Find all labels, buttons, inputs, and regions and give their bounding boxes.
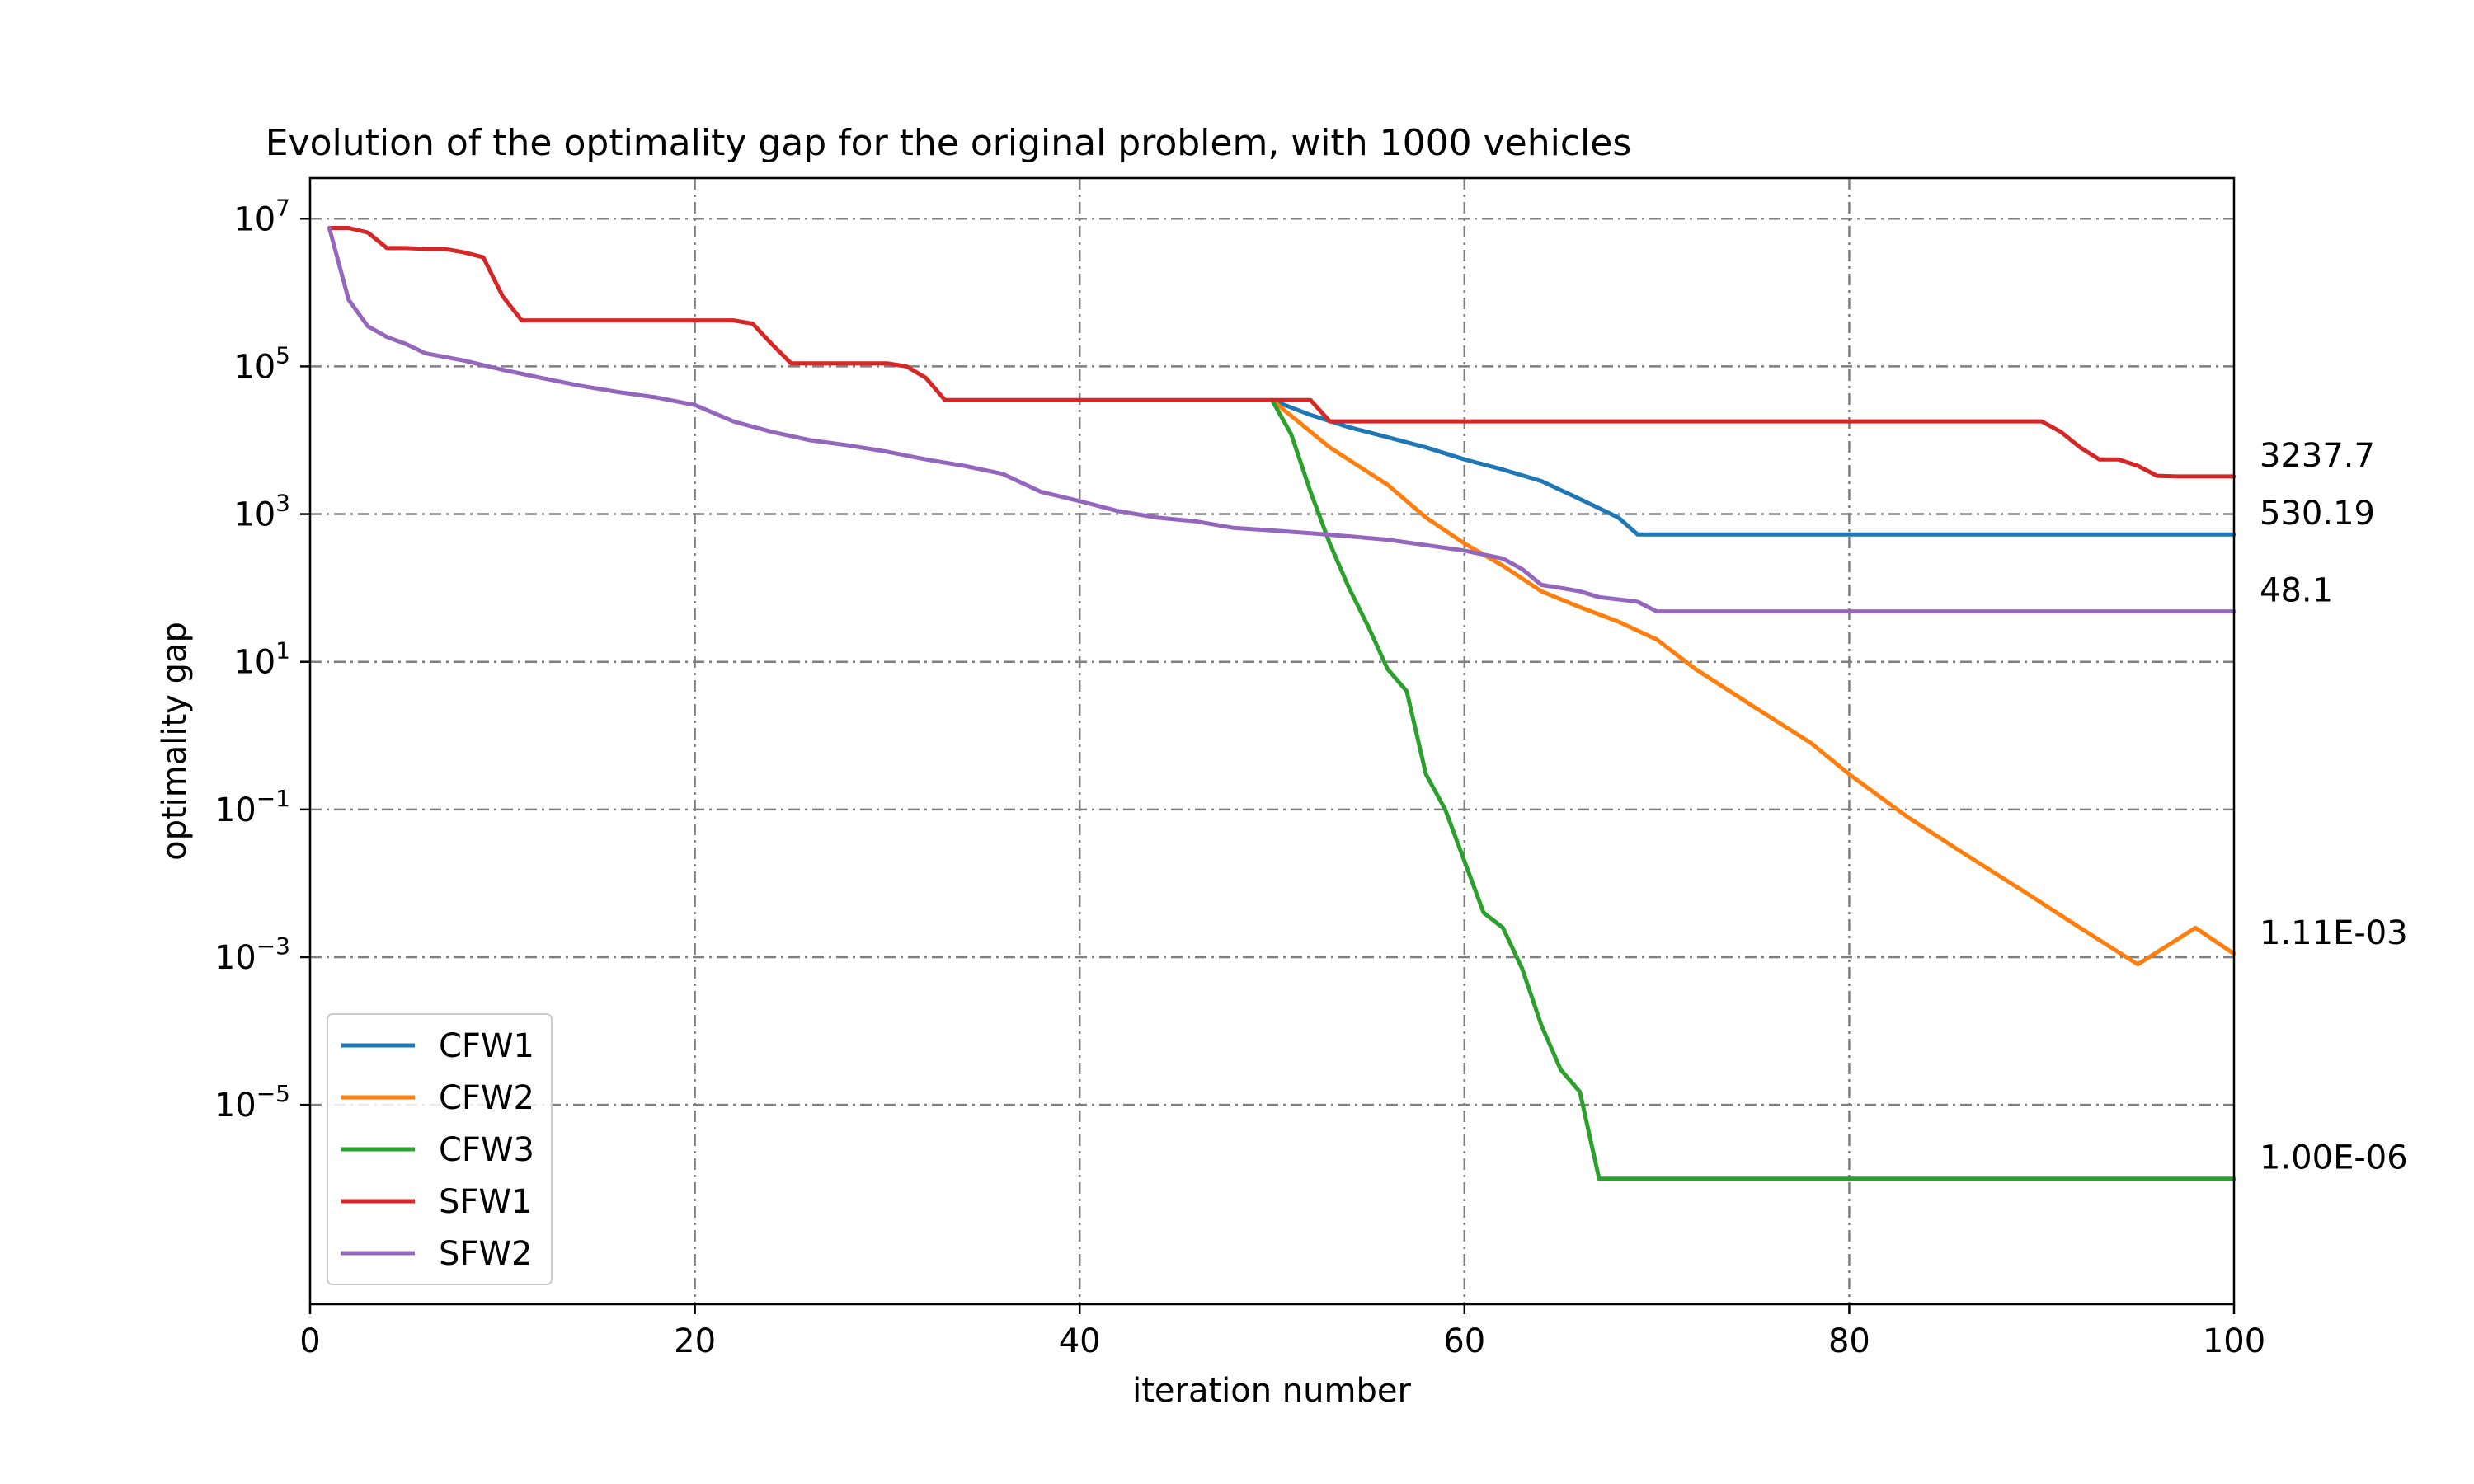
grid-lines [310, 178, 2234, 1304]
y-tick-label: 10−3 [214, 932, 290, 977]
x-axis-label: iteration number [1132, 1372, 1411, 1410]
end-label-sfw1: 3237.7 [2260, 437, 2375, 475]
x-tick-label: 80 [1828, 1322, 1870, 1360]
end-label-cfw3: 1.00E-06 [2260, 1139, 2408, 1177]
y-tick-label: 101 [233, 637, 290, 682]
legend-box [327, 1013, 553, 1285]
end-label-cfw2: 1.11E-03 [2260, 914, 2408, 952]
y-tick-label: 103 [233, 490, 290, 534]
series-line-sfw2 [327, 226, 2236, 614]
series-line-sfw1 [327, 226, 2236, 479]
end-label-sfw2: 48.1 [2260, 572, 2333, 610]
legend-label-cfw2: CFW2 [439, 1079, 534, 1117]
x-tick-label: 20 [674, 1322, 716, 1360]
end-label-cfw1: 530.19 [2260, 495, 2375, 533]
series-line-cfw3 [1270, 397, 2236, 1181]
legend-label-sfw1: SFW1 [439, 1183, 532, 1221]
legend-label-cfw3: CFW3 [439, 1131, 534, 1169]
legend-label-cfw1: CFW1 [439, 1027, 534, 1065]
x-axis-ticks: 0 20 40 60 80 100 [299, 1304, 2265, 1360]
y-axis-label: optimality gap [156, 622, 194, 861]
y-tick-label: 10−1 [214, 785, 290, 829]
series-line-cfw1 [1270, 397, 2236, 537]
end-value-labels: 530.19 1.11E-03 1.00E-06 3237.7 48.1 [2260, 437, 2408, 1177]
x-tick-label: 0 [299, 1322, 320, 1360]
plot-area-frame [308, 176, 2236, 1306]
series-line-cfw2 [1270, 397, 2236, 967]
y-tick-label: 105 [233, 341, 290, 386]
y-tick-label: 10−5 [214, 1080, 290, 1125]
legend: CFW1 CFW2 CFW3 SFW1 SFW2 [327, 1013, 553, 1285]
x-tick-label: 40 [1059, 1322, 1101, 1360]
chart-title: Evolution of the optimality gap for the … [266, 122, 1632, 164]
x-tick-label: 100 [2203, 1322, 2265, 1360]
legend-label-sfw2: SFW2 [439, 1235, 532, 1273]
y-axis-ticks: 107 105 103 101 10−1 10−3 10−5 [214, 194, 310, 1125]
y-tick-label: 107 [233, 194, 290, 238]
x-tick-label: 60 [1443, 1322, 1485, 1360]
series-lines [327, 226, 2236, 1181]
